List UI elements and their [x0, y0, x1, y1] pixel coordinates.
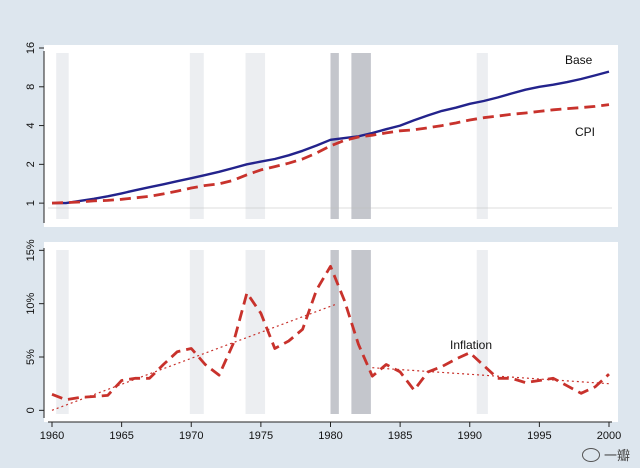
chat-bubble-icon [581, 447, 600, 462]
bot-series-inflation [51, 264, 610, 402]
bottom-axes: 0 5% 10% 15% 1960 1965 1970 1975 1980 1985 1990 199… [25, 239, 621, 442]
bottom-series [51, 264, 610, 411]
bot-x-tick-label-6: 1990 [458, 430, 482, 442]
watermark-text: 一瓣 [603, 448, 630, 463]
label-inflation: Inflation [450, 338, 492, 352]
top-shaded-period-2 [245, 53, 266, 219]
bot-y-tick-label-0: 0 [25, 407, 37, 413]
bot-shaded-period-1 [189, 250, 204, 414]
bot-y-tick-label-2: 10% [25, 292, 37, 314]
bot-shaded-period-4 [351, 250, 371, 414]
watermark: 一瓣 [581, 445, 630, 464]
bot-x-tick-label-0: 1960 [40, 430, 64, 442]
bot-x-tick-label-7: 1995 [527, 430, 551, 442]
top-y-tick-label-0: 1 [25, 200, 37, 206]
bot-x-tick-label-4: 1980 [318, 430, 342, 442]
label-base: Base [565, 53, 593, 67]
top-shaded-period-3 [330, 53, 339, 219]
bot-y-tick-label-3: 15% [25, 239, 37, 261]
top-y-tick-label-1: 2 [25, 161, 37, 167]
top-y-tick-label-4: 16 [25, 42, 37, 54]
bot-series-trend-1960-1980 [51, 303, 338, 411]
bot-x-tick-label-2: 1970 [179, 430, 203, 442]
bot-shaded-period-0 [56, 250, 69, 414]
top-y-tick-label-3: 8 [25, 84, 37, 90]
top-series [51, 70, 610, 205]
label-cpi: CPI [575, 125, 595, 139]
top-axes: 1 2 4 8 16 [25, 42, 612, 223]
top-shaded-period-0 [56, 53, 69, 219]
bot-shaded-period-2 [245, 250, 266, 414]
bot-shaded-period-3 [330, 250, 339, 414]
top-series-base [52, 70, 610, 205]
bot-x-tick-label-5: 1985 [388, 430, 412, 442]
top-y-tick-label-2: 4 [25, 123, 37, 129]
bottom-shaded-periods [56, 250, 488, 414]
bot-shaded-period-5 [476, 250, 488, 414]
bot-y-tick-label-1: 5% [25, 349, 37, 365]
top-shaded-period-5 [476, 53, 488, 219]
bot-x-tick-label-3: 1975 [249, 430, 273, 442]
bot-x-tick-label-1: 1965 [109, 430, 133, 442]
bot-x-tick-label-8: 2000 [597, 430, 621, 442]
top-series-cpi [51, 103, 610, 205]
top-shaded-period-1 [189, 53, 204, 219]
